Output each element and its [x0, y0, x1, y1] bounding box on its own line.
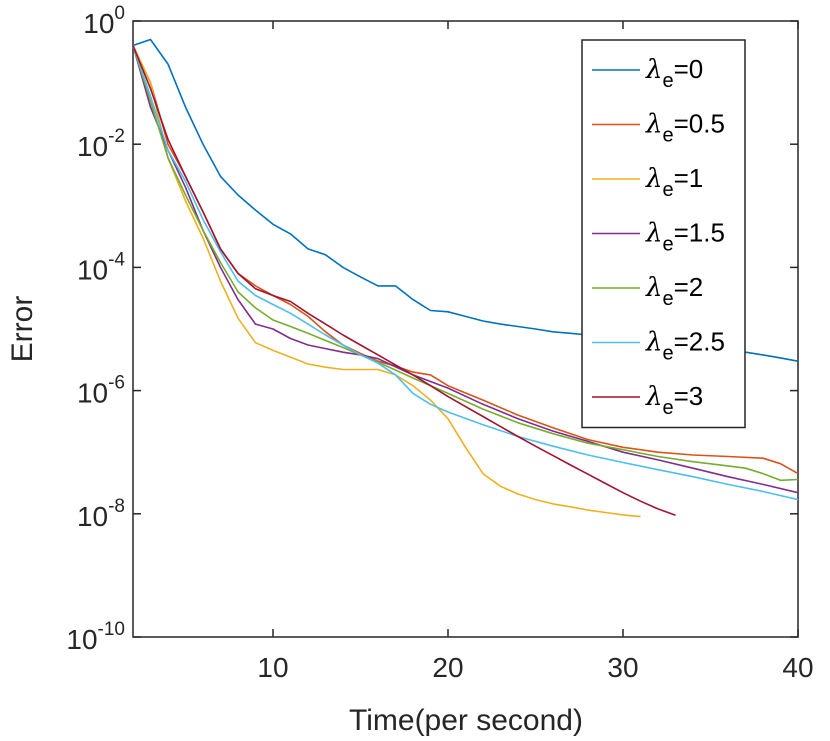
- series-layer: [132, 38, 799, 518]
- y-tick-label-2: 10-4: [77, 249, 125, 285]
- y-tick-label-0: 100: [83, 3, 125, 39]
- legend-entry-5: λe=2.5: [645, 327, 725, 365]
- axes-layer: 10 20 30 40 100 10-2 10-4 10-6 10-8 10-10: [66, 3, 813, 683]
- y-tick-label-1: 10-2: [77, 126, 125, 162]
- series-line-5: [132, 45, 799, 501]
- legend-entry-6: λe=3: [645, 381, 703, 419]
- x-tick-label-3: 40: [782, 652, 813, 683]
- y-tick-label-4: 10-8: [77, 496, 125, 532]
- legend: λe=0 λe=0.5 λe=1 λe=1.5 λe=2 λe=2.5 λe=3: [581, 39, 746, 429]
- y-tick-label-3: 10-6: [77, 373, 125, 409]
- x-tick-label-0: 10: [257, 652, 288, 683]
- y-tick-label-5: 10-10: [66, 619, 125, 655]
- series-line-4: [132, 45, 799, 482]
- legend-entry-4: λe=2: [645, 272, 703, 310]
- x-tick-label-2: 30: [607, 652, 638, 683]
- legend-entry-3: λe=1.5: [645, 218, 725, 256]
- x-tick-label-1: 20: [432, 652, 463, 683]
- series-line-6: [132, 45, 676, 516]
- x-axis-label: Time(per second): [349, 704, 583, 737]
- legend-entry-0: λe=0: [645, 54, 703, 92]
- legend-entry-1: λe=0.5: [645, 109, 725, 147]
- legend-entry-2: λe=1: [645, 163, 703, 201]
- series-line-2: [132, 45, 641, 518]
- y-axis-label: Error: [6, 296, 39, 363]
